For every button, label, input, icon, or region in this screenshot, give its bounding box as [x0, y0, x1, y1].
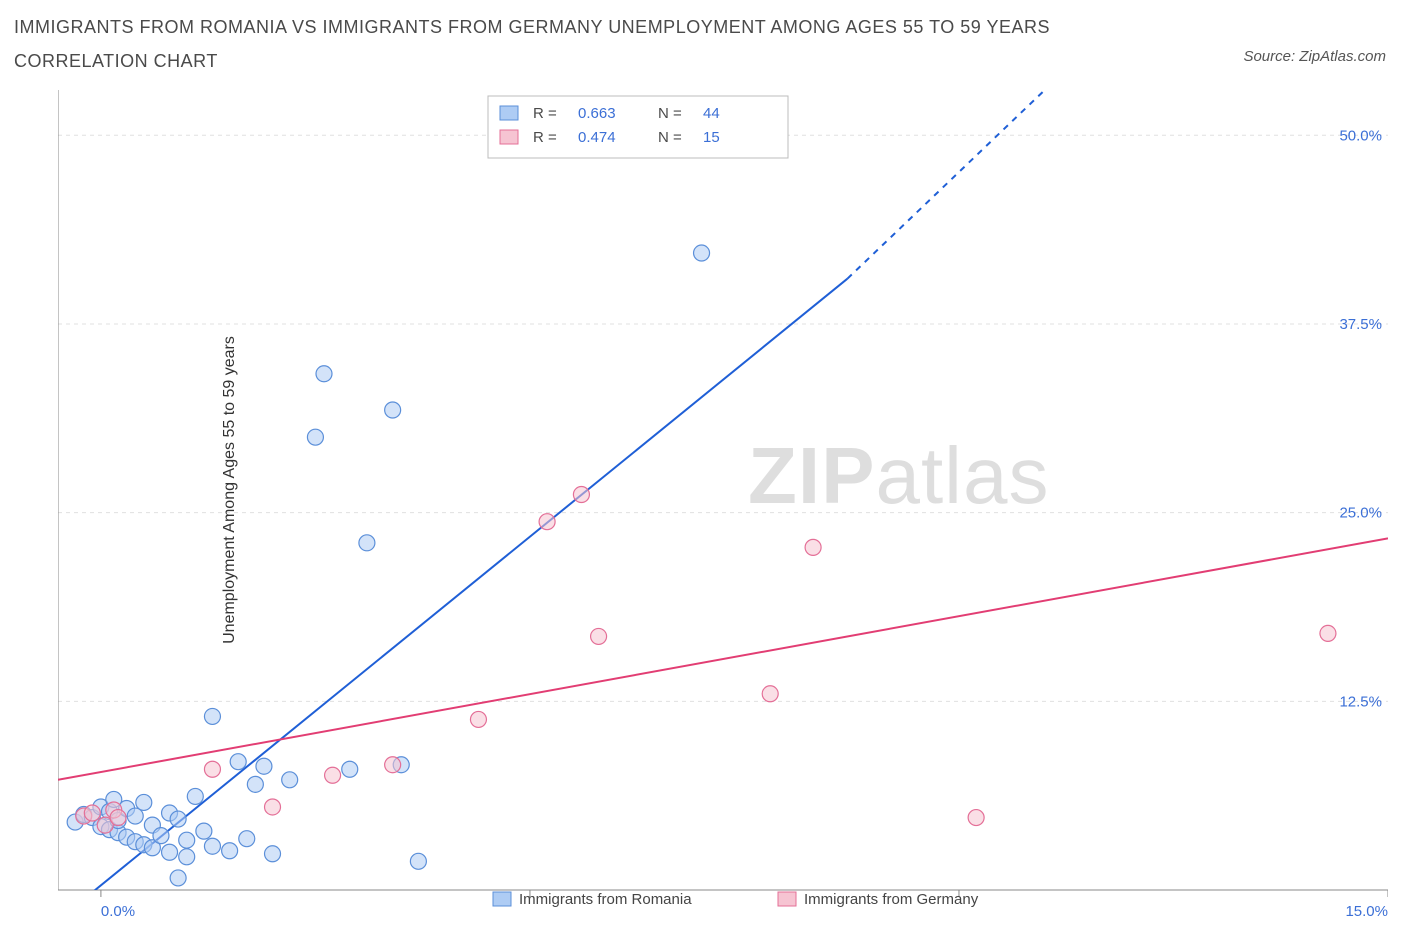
chart-area: Unemployment Among Ages 55 to 59 years 1… — [58, 90, 1388, 890]
svg-text:0.474: 0.474 — [578, 129, 616, 146]
source-attribution: Source: ZipAtlas.com — [1243, 48, 1386, 65]
svg-text:15: 15 — [703, 129, 720, 146]
chart-title: IMMIGRANTS FROM ROMANIA VS IMMIGRANTS FR… — [14, 10, 1114, 78]
svg-text:N =: N = — [658, 129, 682, 146]
svg-text:37.5%: 37.5% — [1339, 316, 1382, 333]
svg-text:Immigrants from Germany: Immigrants from Germany — [804, 891, 979, 908]
svg-text:0.663: 0.663 — [578, 105, 616, 122]
svg-text:Immigrants from Romania: Immigrants from Romania — [519, 891, 692, 908]
svg-text:44: 44 — [703, 105, 720, 122]
svg-text:0.0%: 0.0% — [101, 903, 135, 920]
svg-text:15.0%: 15.0% — [1345, 903, 1388, 920]
svg-text:R =: R = — [533, 129, 557, 146]
svg-text:12.5%: 12.5% — [1339, 693, 1382, 710]
scatter-chart: 12.5% 25.0% 37.5% 50.0% 0.0% 15.0% R = 0.663 N =… — [58, 90, 1388, 930]
y-axis-label: Unemployment Among Ages 55 to 59 years — [221, 336, 239, 644]
svg-text:N =: N = — [658, 105, 682, 122]
svg-text:50.0%: 50.0% — [1339, 127, 1382, 144]
svg-text:R =: R = — [533, 105, 557, 122]
svg-text:25.0%: 25.0% — [1339, 505, 1382, 522]
